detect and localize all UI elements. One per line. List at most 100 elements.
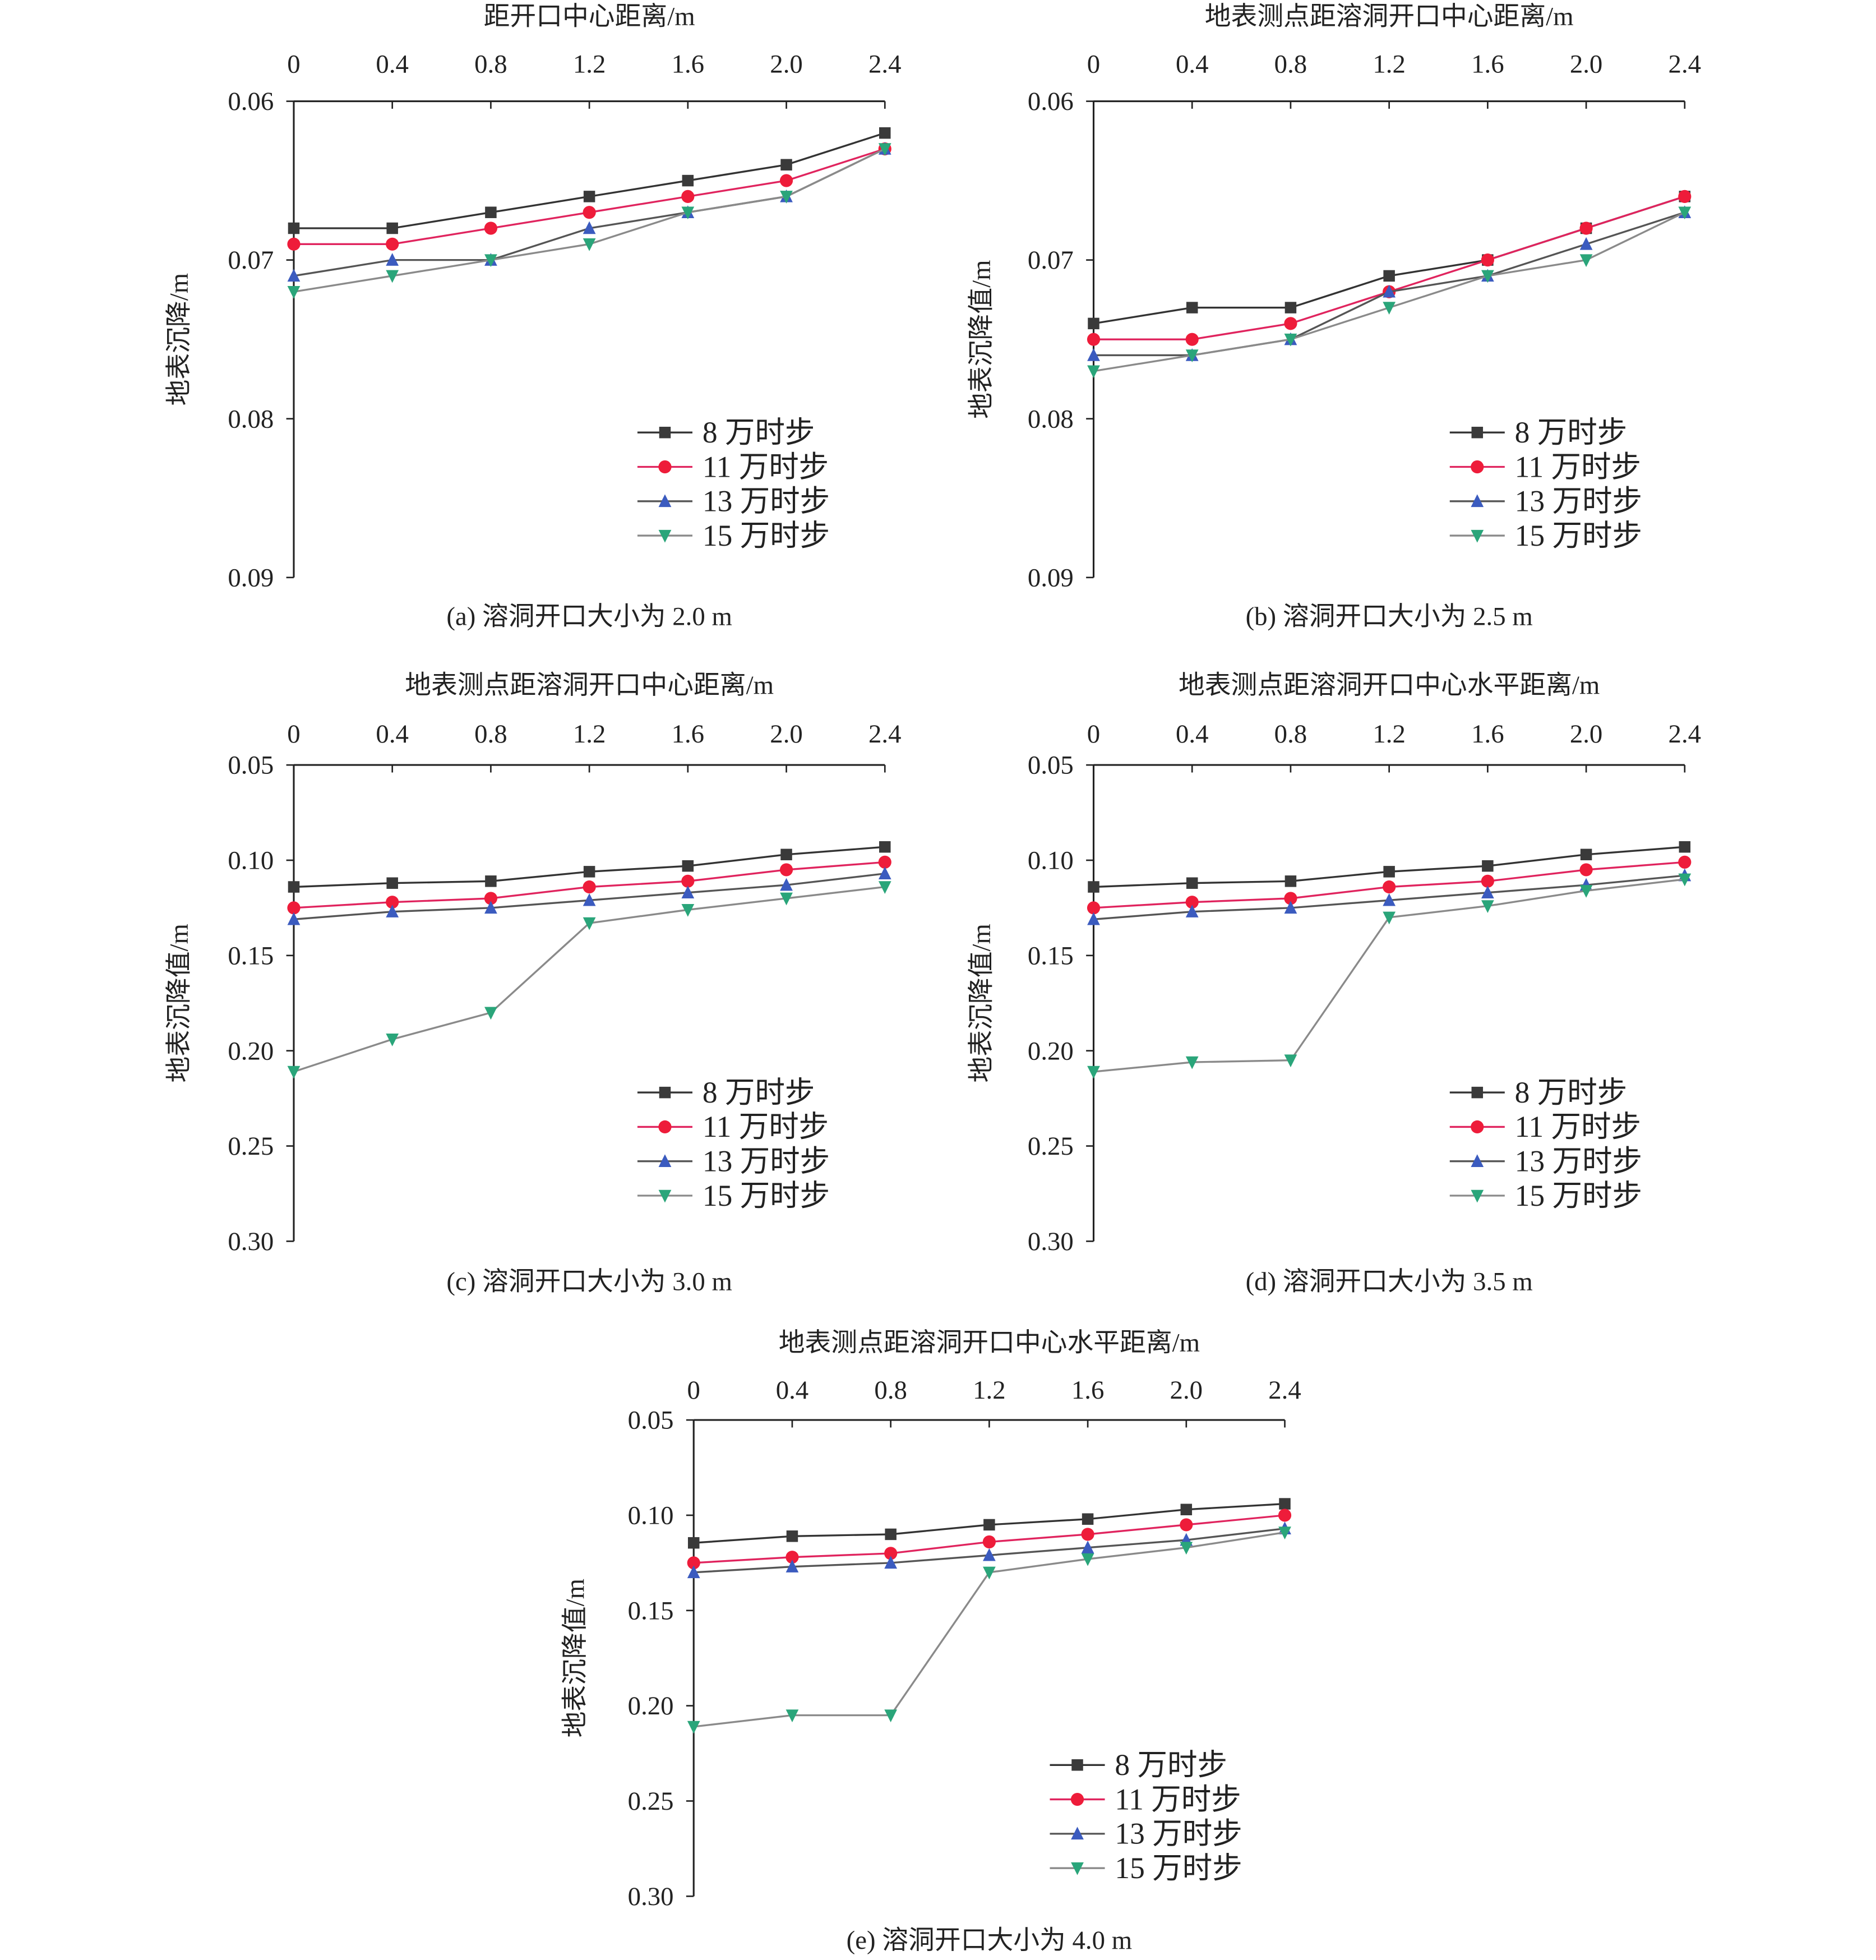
legend-item: 8 万时步 [1449,416,1628,449]
legend-label: 13 万时步 [1115,1817,1242,1851]
data-point [1284,901,1297,914]
y-tick-label: 0.20 [1028,1036,1074,1066]
panel-caption: (b) 溶洞开口大小为 2.5 m [1246,602,1533,631]
data-point [1284,1054,1297,1068]
panel-caption: (c) 溶洞开口大小为 3.0 m [446,1267,732,1296]
y-tick-label: 0.15 [1028,941,1074,970]
x-tick-label: 0.4 [376,49,409,79]
series-s15 [287,143,891,299]
legend-label: 15 万时步 [1115,1851,1242,1885]
data-point [1481,886,1494,898]
x-tick-label: 2.0 [770,49,803,79]
legend-marker [1071,1827,1084,1840]
data-point [583,893,596,906]
data-point [1180,1518,1193,1532]
legend-label: 8 万时步 [703,1076,815,1109]
data-point [878,881,891,894]
data-point [1088,881,1099,893]
series-s15 [1087,206,1692,379]
data-point [1180,1542,1193,1555]
legend-label: 15 万时步 [1515,1179,1642,1212]
y-tick-label: 0.09 [228,563,274,592]
chart-panel-e: 地表测点距溶洞开口中心水平距离/m (e) 溶洞开口大小为 4.0 m 地表沉降值/… [561,1328,1301,1954]
legend-item: 11 万时步 [637,450,829,483]
x-tick-label: 0.4 [1176,49,1209,79]
x-tick-label: 1.6 [672,720,705,749]
y-tick-label: 0.07 [228,246,274,275]
series-line [1093,211,1685,357]
panel-caption: (a) 溶洞开口大小为 2.0 m [446,602,732,631]
data-point [583,880,596,894]
series-s11 [1087,855,1692,915]
data-point [1278,1527,1291,1539]
legend-item: 11 万时步 [1050,1782,1241,1816]
y-tick-label: 0.10 [628,1501,674,1530]
data-point [785,1560,799,1572]
series-s11 [687,1509,1292,1570]
data-point [780,878,793,891]
x-tick-label: 1.6 [1471,720,1504,749]
data-point [785,1709,799,1723]
data-point [484,222,497,235]
data-point [484,254,497,268]
legend-marker [659,426,671,439]
data-point [583,206,596,219]
y-axis-title: 地表沉降值/m [561,1579,590,1737]
legend-label: 13 万时步 [1515,485,1642,518]
x-tick-label: 1.2 [573,720,606,749]
x-tick-label: 1.6 [1071,1376,1105,1405]
x-tick-label: 2.4 [868,49,902,79]
data-point [386,905,399,917]
data-point [982,1535,996,1549]
x-tick-label: 2.0 [1570,720,1603,749]
panel-caption: (d) 溶洞开口大小为 3.5 m [1246,1267,1533,1296]
legend-label: 11 万时步 [1115,1782,1241,1816]
data-point [1081,1541,1094,1553]
legend-label: 11 万时步 [1515,450,1641,483]
legend-label: 8 万时步 [1515,416,1628,449]
data-point [1383,284,1396,298]
data-point [1284,892,1297,905]
data-point [884,1547,898,1560]
data-point [1481,900,1494,913]
x-tick-label: 2.0 [1570,49,1603,79]
series-s13 [687,1521,1291,1579]
data-point [779,174,793,187]
legend-item: 15 万时步 [637,1179,830,1212]
data-point [1087,1066,1100,1079]
legend-label: 13 万时步 [703,1145,830,1178]
data-point [287,1066,301,1079]
data-point [386,1034,399,1046]
data-point [288,881,300,893]
series-s15 [287,881,891,1079]
data-point [583,866,595,878]
data-point [1081,1553,1094,1566]
y-tick-label: 0.07 [1028,246,1074,275]
data-point [1082,1513,1094,1525]
data-point [983,1519,995,1531]
data-point [687,1537,700,1549]
data-point [780,159,792,171]
x-tick-label: 2.4 [868,720,902,749]
legend-label: 8 万时步 [1115,1748,1227,1782]
legend-label: 11 万时步 [1515,1110,1641,1143]
data-point [1284,302,1297,313]
data-point [287,901,301,915]
series-line [1093,878,1685,1073]
data-point [583,238,596,251]
x-tick-label: 2.4 [1268,1376,1301,1405]
series-s8 [288,127,891,234]
data-point [1383,866,1395,878]
x-tick-label: 0.8 [874,1376,907,1405]
legend-label: 8 万时步 [703,416,815,449]
data-point [485,206,497,218]
data-point [884,1556,898,1569]
x-tick-label: 2.4 [1669,49,1701,79]
data-point [1087,365,1100,379]
data-point [681,874,695,888]
series-line [293,886,885,1073]
x-tick-label: 0 [687,1376,700,1405]
data-point [1279,1498,1291,1510]
data-point [878,866,891,879]
x-axis-title: 距开口中心距离/m [484,2,695,31]
